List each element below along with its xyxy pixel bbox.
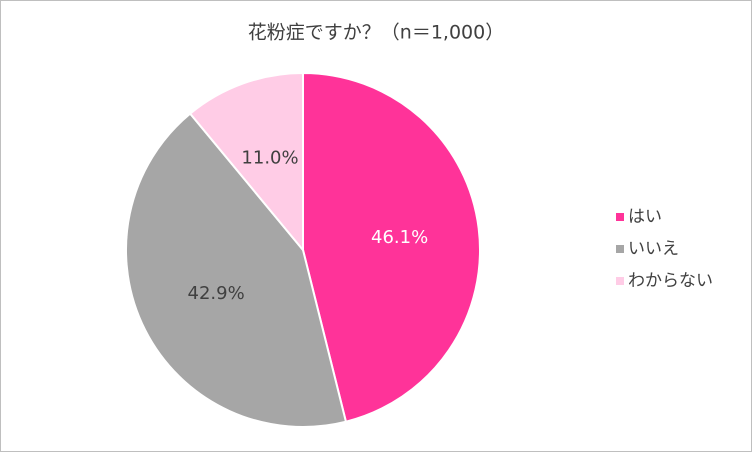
data-label: 42.9% — [188, 283, 245, 304]
legend-label: いいえ — [628, 239, 679, 259]
legend-label: わからない — [628, 271, 713, 291]
legend-label: はい — [628, 207, 662, 227]
data-label: 11.0% — [241, 147, 298, 168]
chart-title: 花粉症ですか？（n＝1,000） — [248, 22, 504, 44]
legend-swatch — [616, 277, 624, 285]
data-label: 46.1% — [371, 227, 428, 248]
pie-slice — [125, 112, 348, 428]
legend-swatch — [616, 213, 624, 221]
legend-swatch — [616, 245, 624, 253]
pie-slice — [188, 71, 304, 253]
pie-slice — [302, 71, 481, 423]
